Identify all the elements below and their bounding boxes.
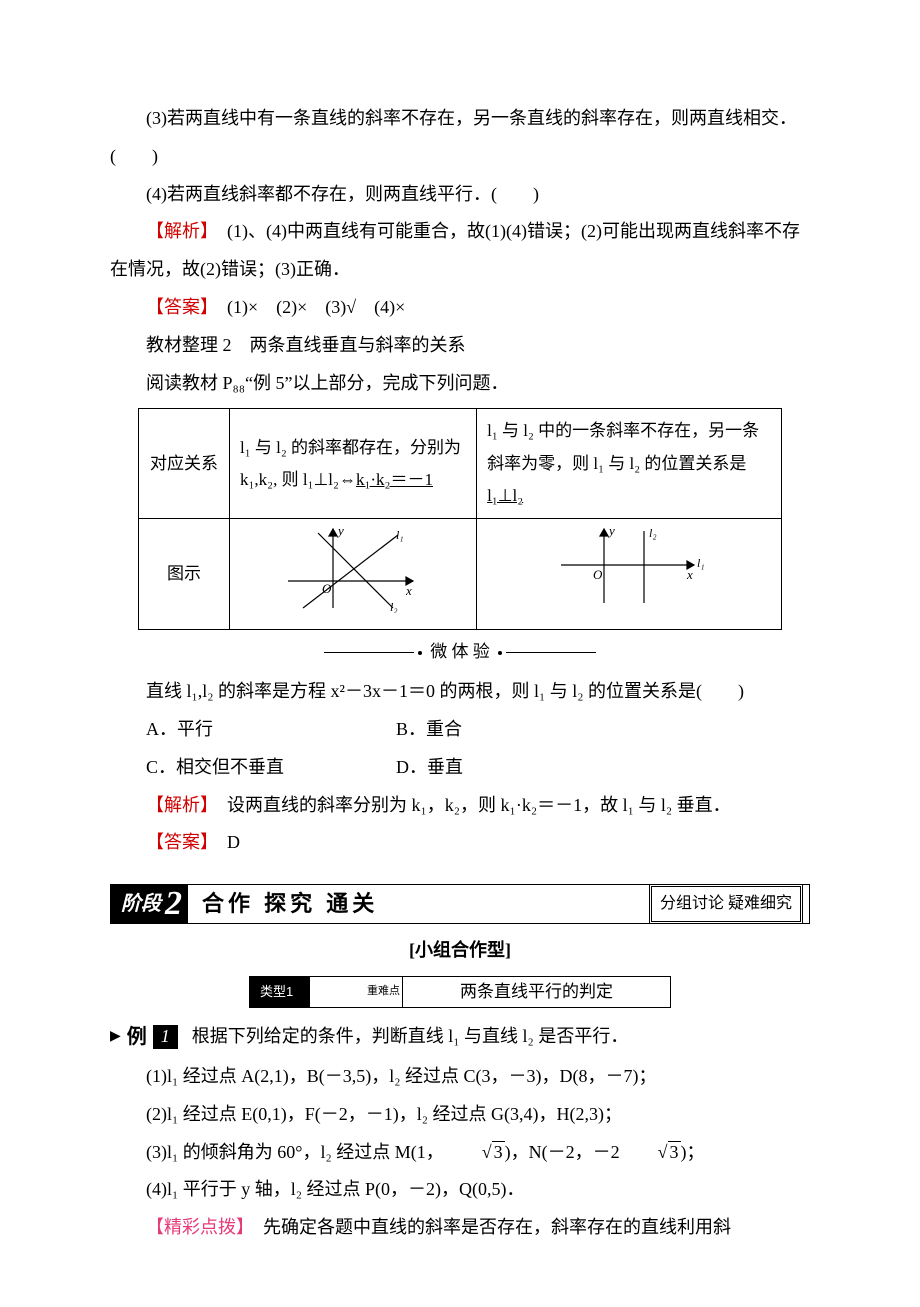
wt-question: 直线 l₁,l₂ 的斜率是方程 x²－3x－1＝0 的两根，则 l₁ 与 l₂ … <box>110 673 810 711</box>
svg-text:O: O <box>322 581 332 596</box>
triangle-icon: ▶ <box>110 1022 121 1051</box>
option-b: B．重合 <box>396 711 462 749</box>
options-row-2: C．相交但不垂直 D．垂直 <box>146 749 810 787</box>
answer-block-1: 【答案】 (1)× (2)× (3)√ (4)× <box>110 289 810 327</box>
answer-label-2: 【答案】 <box>146 832 209 852</box>
wt-answer-text: D <box>209 832 240 852</box>
jcdb-label: 【精彩点拨】 <box>146 1217 245 1237</box>
question-3: (3)若两直线中有一条直线的斜率不存在，另一条直线的斜率存在，则两直线相交．( … <box>110 100 810 176</box>
wt-analysis-text: 设两直线的斜率分别为 k₁，k₂，则 k₁·k₂＝－1，故 l₁ 与 l₂ 垂直… <box>209 795 731 815</box>
analysis-label-2: 【解析】 <box>146 795 209 815</box>
cell-label-diagram: 图示 <box>139 519 230 629</box>
cell-slope-missing: l₁ 与 l₂ 中的一条斜率不存在，另一条斜率为零，则 l₁ 与 l₂ 的位置关… <box>477 409 782 519</box>
option-c: C．相交但不垂直 <box>146 749 396 787</box>
option-a: A．平行 <box>146 711 396 749</box>
svg-text:l₂: l₂ <box>649 526 657 540</box>
wt-analysis: 【解析】 设两直线的斜率分别为 k₁，k₂，则 k₁·k₂＝－1，故 l₁ 与 … <box>110 787 810 825</box>
underline-product: k₁·k₂＝－1 <box>356 470 433 489</box>
example-item-2: (2)l₁ 经过点 E(0,1)，F(－2，－1)，l₂ 经过点 G(3,4)，… <box>110 1096 810 1134</box>
stage-title: 合作 探究 通关 <box>188 881 649 927</box>
analysis-label: 【解析】 <box>146 221 209 241</box>
micro-experience-divider: 微 体 验 <box>110 634 810 670</box>
cell-slopes-exist: l₁ 与 l₂ 的斜率都存在，分别为 k₁,k₂, 则 l₁⊥l₂⇔k₁·k₂＝… <box>230 409 477 519</box>
example-item-4: (4)l₁ 平行于 y 轴，l₂ 经过点 P(0，－2)，Q(0,5)． <box>110 1171 810 1209</box>
jcdb-text: 先确定各题中直线的斜率是否存在，斜率存在的直线利用斜 <box>245 1217 731 1237</box>
group-type-label: [小组合作型] <box>110 932 810 970</box>
svg-text:y: y <box>336 523 344 538</box>
example-lead: ▶ 例 1 根据下列给定的条件，判断直线 l₁ 与直线 l₂ 是否平行． <box>110 1016 810 1058</box>
analysis-text: (1)、(4)中两直线有可能重合，故(1)(4)错误；(2)可能出现两直线斜率不… <box>110 221 800 279</box>
answer-label: 【答案】 <box>146 297 209 317</box>
stage-left: 阶段2 <box>111 885 188 923</box>
type-gap: 重难点 <box>310 977 403 1007</box>
example-item-1: (1)l₁ 经过点 A(2,1)，B(－3,5)，l₂ 经过点 C(3，－3)，… <box>110 1058 810 1096</box>
stage-number: 2 <box>161 887 182 921</box>
cell-label-relation: 对应关系 <box>139 409 230 519</box>
example-number: 1 <box>153 1025 178 1048</box>
type-bar: 类型1 重难点 两条直线平行的判定 <box>249 976 671 1008</box>
svg-text:l₁: l₁ <box>396 528 404 542</box>
diagram-1: y x O l₁ l₂ <box>230 519 477 629</box>
wt-answer: 【答案】 D <box>110 824 810 862</box>
textbook-section-title: 教材整理 2 两条直线垂直与斜率的关系 <box>110 327 810 365</box>
diagram-2: y x O l₁ l₂ <box>477 519 782 629</box>
example-text: 根据下列给定的条件，判断直线 l₁ 与直线 l₂ 是否平行． <box>192 1018 629 1056</box>
relation-table: 对应关系 l₁ 与 l₂ 的斜率都存在，分别为 k₁,k₂, 则 l₁⊥l₂⇔k… <box>138 408 782 629</box>
example-item-3: (3)l₁ 的倾斜角为 60°，l₂ 经过点 M(1，√3)，N(－2，－2√3… <box>110 1134 810 1172</box>
svg-text:l₂: l₂ <box>390 600 398 613</box>
question-4: (4)若两直线斜率都不存在，则两直线平行．( ) <box>110 176 810 214</box>
svg-text:x: x <box>405 583 412 598</box>
underline-perp: l₁⊥l₂ <box>487 486 523 505</box>
options-row-1: A．平行 B．重合 <box>146 711 810 749</box>
analysis-block: 【解析】 (1)、(4)中两直线有可能重合，故(1)(4)错误；(2)可能出现两… <box>110 213 810 289</box>
read-instruction: 阅读教材 P₈₈“例 5”以上部分，完成下列问题． <box>110 365 810 403</box>
svg-text:x: x <box>686 567 693 582</box>
stage-right-box: 分组讨论 疑难细究 <box>649 884 803 924</box>
stage-banner: 阶段2 合作 探究 通关 分组讨论 疑难细究 <box>110 884 810 924</box>
option-d: D．垂直 <box>396 749 463 787</box>
svg-text:O: O <box>593 567 603 582</box>
answer-text-1: (1)× (2)× (3)√ (4)× <box>209 297 405 317</box>
svg-text:y: y <box>607 523 615 538</box>
type-left: 类型1 <box>250 977 310 1007</box>
svg-text:l₁: l₁ <box>697 556 705 570</box>
type-title: 两条直线平行的判定 <box>403 977 670 1007</box>
jcdb-block: 【精彩点拨】 先确定各题中直线的斜率是否存在，斜率存在的直线利用斜 <box>110 1209 810 1247</box>
example-label: 例 <box>127 1016 147 1058</box>
